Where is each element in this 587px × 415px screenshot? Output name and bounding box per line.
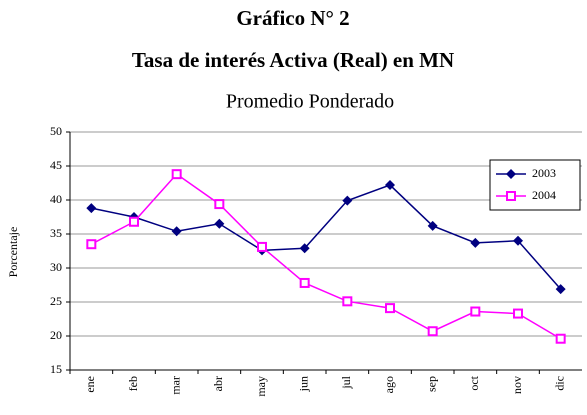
- point: [257, 241, 267, 252]
- x-tick-label: jun: [296, 376, 310, 392]
- point: [385, 303, 395, 314]
- x-tick-label: sep: [424, 376, 438, 392]
- y-tick-label: 50: [50, 124, 62, 138]
- x-tick-label: abr: [211, 376, 225, 391]
- point: [385, 180, 395, 191]
- point: [342, 195, 353, 206]
- legend-label: 2003: [532, 166, 556, 180]
- y-tick-label: 15: [50, 362, 62, 376]
- point: [129, 216, 139, 227]
- point: [470, 306, 481, 317]
- point: [171, 169, 182, 180]
- y-axis-label: Porcentaje: [6, 227, 20, 278]
- x-tick-label: ene: [83, 376, 97, 393]
- x-tick-label: oct: [467, 375, 481, 390]
- point: [427, 326, 438, 337]
- point: [506, 169, 516, 179]
- series-line: [90, 173, 562, 340]
- point: [342, 296, 353, 307]
- point: [427, 220, 438, 231]
- point: [299, 243, 310, 254]
- x-tick-label: ago: [382, 376, 396, 393]
- y-tick-label: 40: [50, 192, 62, 206]
- y-tick-label: 30: [50, 260, 62, 274]
- x-tick-label: feb: [126, 376, 140, 391]
- point: [513, 308, 523, 319]
- point: [555, 284, 566, 295]
- x-tick-label: may: [254, 376, 268, 397]
- point: [506, 191, 516, 201]
- y-tick-label: 20: [50, 328, 62, 342]
- point: [171, 226, 182, 237]
- x-tick-label: mar: [168, 376, 182, 395]
- point: [86, 203, 97, 214]
- y-tick-label: 35: [50, 226, 62, 240]
- x-tick-label: jul: [339, 375, 353, 389]
- y-tick-label: 45: [50, 158, 62, 172]
- legend: 2003 2004: [489, 159, 581, 211]
- series-line: [91, 184, 562, 290]
- legend-label: 2004: [532, 188, 556, 202]
- point: [513, 235, 523, 246]
- chart-title: Gráfico N° 2: [236, 6, 349, 30]
- chart-caption: Promedio Ponderado: [226, 91, 394, 113]
- chart-subtitle: Tasa de interés Activa (Real) en MN: [132, 48, 454, 72]
- x-tick-label: nov: [510, 376, 524, 394]
- point: [470, 237, 481, 248]
- point: [555, 333, 566, 344]
- point: [214, 199, 225, 210]
- point: [214, 218, 225, 229]
- y-tick-label: 25: [50, 294, 62, 308]
- legend-box: [489, 159, 581, 211]
- point: [86, 239, 97, 250]
- point: [299, 277, 310, 288]
- x-tick-label: dic: [552, 376, 566, 391]
